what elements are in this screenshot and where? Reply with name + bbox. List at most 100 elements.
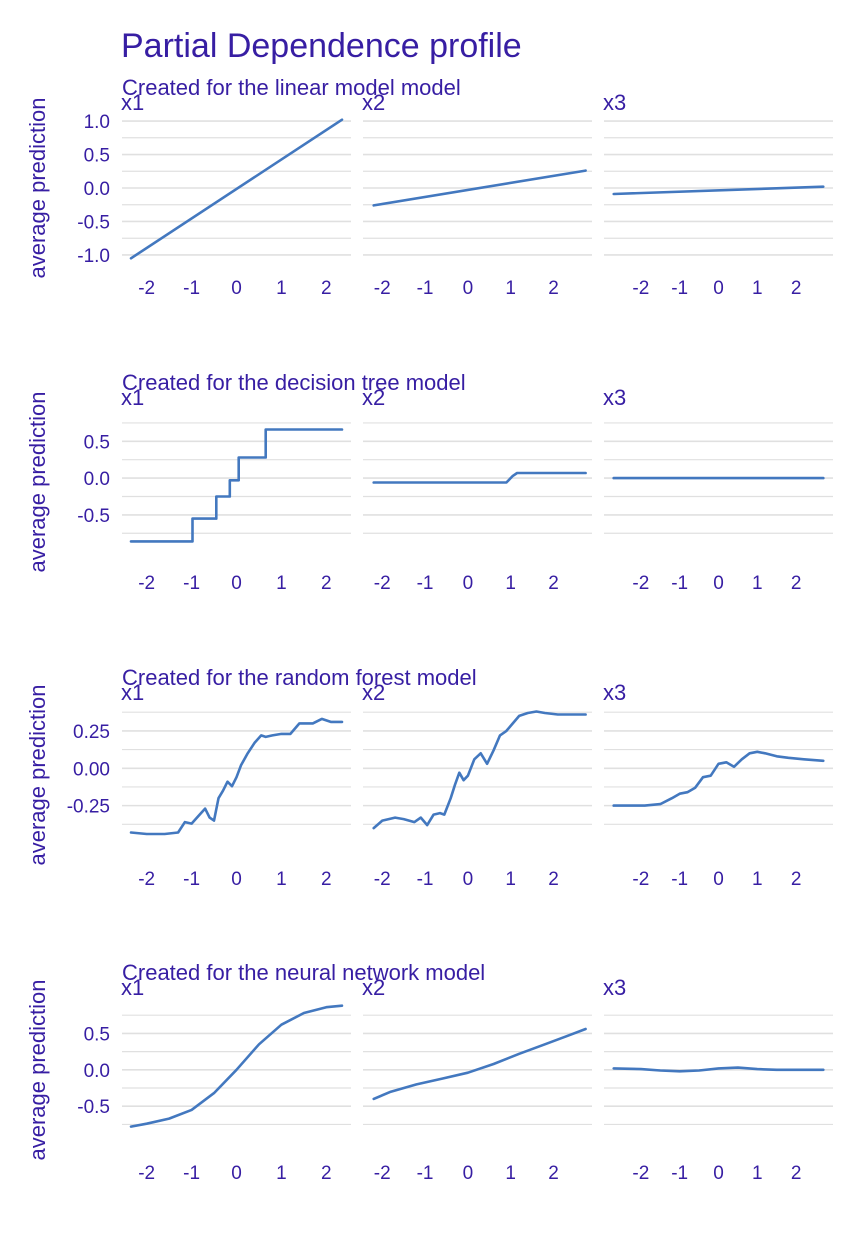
x-tick-label: -1 (671, 278, 688, 299)
panel-label-x2: x2 (362, 680, 385, 705)
pd-line-row1-x2 (372, 169, 587, 207)
panel-label-x1: x1 (121, 90, 144, 115)
pd-line-row2-x2 (372, 471, 587, 484)
x-tick-label: 1 (752, 278, 763, 299)
x-tick-label: 0 (463, 1163, 474, 1184)
x-tick-label: 1 (505, 869, 516, 890)
pd-line-row1-x3 (612, 185, 825, 196)
x-tick-label: 0 (463, 278, 474, 299)
x-tick-label: 1 (752, 573, 763, 594)
pd-line-row4-x3 (612, 1066, 825, 1073)
x-tick-label: 0 (713, 278, 724, 299)
y-tick-label: 0.00 (73, 759, 110, 780)
y-tick-label: -0.5 (77, 1097, 110, 1118)
x-tick-label: -2 (374, 278, 391, 299)
panel-label-x2: x2 (362, 975, 385, 1000)
panel-label-x3: x3 (603, 385, 626, 410)
x-tick-label: -1 (183, 278, 200, 299)
panel-label-x1: x1 (121, 680, 144, 705)
x-tick-label: -1 (417, 1163, 434, 1184)
x-tick-label: 2 (321, 869, 332, 890)
x-tick-label: -1 (671, 869, 688, 890)
x-tick-label: -1 (417, 278, 434, 299)
panel-label-x3: x3 (603, 975, 626, 1000)
x-tick-label: -2 (632, 278, 649, 299)
panel-label-x1: x1 (121, 385, 144, 410)
y-tick-label: -0.5 (77, 506, 110, 527)
x-tick-label: 2 (321, 278, 332, 299)
y-axis-label-row-3: average prediction (25, 684, 50, 865)
x-tick-label: 0 (713, 1163, 724, 1184)
chart-title: Partial Dependence profile (121, 27, 522, 65)
y-tick-label: 0.5 (84, 1024, 110, 1045)
x-tick-label: -2 (374, 869, 391, 890)
x-tick-label: -1 (183, 573, 200, 594)
y-tick-label: 0.0 (84, 1061, 110, 1082)
x-tick-label: -2 (138, 278, 155, 299)
y-tick-label: 0.0 (84, 469, 110, 490)
x-tick-label: -2 (632, 1163, 649, 1184)
y-tick-label: -1.0 (77, 246, 110, 267)
x-tick-label: -2 (138, 1163, 155, 1184)
pd-line-row3-x3 (612, 750, 825, 807)
y-tick-label: -0.5 (77, 212, 110, 233)
x-tick-label: -1 (671, 1163, 688, 1184)
x-tick-label: 0 (463, 869, 474, 890)
panel-label-x3: x3 (603, 90, 626, 115)
x-tick-label: 2 (791, 1163, 802, 1184)
x-tick-label: 0 (231, 278, 242, 299)
x-tick-label: 2 (791, 573, 802, 594)
x-tick-label: -2 (138, 573, 155, 594)
y-tick-label: 0.0 (84, 179, 110, 200)
pd-line-row2-x1 (129, 428, 344, 543)
subtitle-row-1: Created for the linear model model (122, 75, 461, 100)
x-tick-label: 1 (276, 573, 287, 594)
x-tick-label: -1 (417, 869, 434, 890)
x-tick-label: 1 (505, 278, 516, 299)
x-tick-label: 1 (505, 1163, 516, 1184)
x-tick-label: 0 (713, 573, 724, 594)
x-tick-label: 2 (791, 869, 802, 890)
y-axis-label-row-4: average prediction (25, 979, 50, 1160)
pd-line-row3-x1 (129, 717, 344, 836)
y-axis-label-row-1: average prediction (25, 97, 50, 278)
panel-label-x2: x2 (362, 90, 385, 115)
x-tick-label: -1 (183, 1163, 200, 1184)
y-tick-label: 0.5 (84, 432, 110, 453)
pd-line-row4-x1 (129, 1004, 344, 1128)
panel-label-x2: x2 (362, 385, 385, 410)
y-tick-label: 0.25 (73, 722, 110, 743)
pd-line-row1-x1 (129, 118, 344, 260)
x-tick-label: 1 (752, 869, 763, 890)
panel-label-x3: x3 (603, 680, 626, 705)
x-tick-label: 1 (505, 573, 516, 594)
x-tick-label: -1 (417, 573, 434, 594)
x-tick-label: -1 (183, 869, 200, 890)
x-tick-label: 1 (276, 278, 287, 299)
x-tick-label: 1 (276, 1163, 287, 1184)
x-tick-label: 2 (321, 1163, 332, 1184)
x-tick-label: 1 (276, 869, 287, 890)
x-tick-label: -2 (632, 869, 649, 890)
subtitle-row-4: Created for the neural network model (122, 960, 485, 985)
x-tick-label: -2 (374, 573, 391, 594)
panel-label-x1: x1 (121, 975, 144, 1000)
x-tick-label: -2 (374, 1163, 391, 1184)
x-tick-label: -1 (671, 573, 688, 594)
x-tick-label: 2 (548, 869, 559, 890)
x-tick-label: 2 (791, 278, 802, 299)
y-tick-label: 1.0 (84, 112, 110, 133)
x-tick-label: 1 (752, 1163, 763, 1184)
x-tick-label: 0 (713, 869, 724, 890)
x-tick-label: -2 (632, 573, 649, 594)
y-tick-label: 0.5 (84, 146, 110, 167)
x-tick-label: -2 (138, 869, 155, 890)
y-axis-label-row-2: average prediction (25, 391, 50, 572)
x-tick-label: 2 (548, 1163, 559, 1184)
x-tick-label: 0 (231, 869, 242, 890)
pd-line-row3-x2 (372, 710, 587, 830)
y-tick-label: -0.25 (67, 797, 110, 818)
x-tick-label: 0 (231, 573, 242, 594)
